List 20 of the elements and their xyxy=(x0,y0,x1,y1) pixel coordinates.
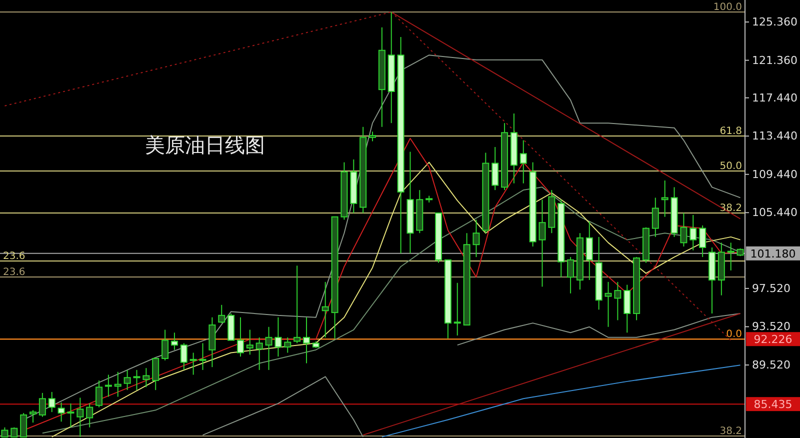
ref-line-label: 92.226 xyxy=(754,333,792,346)
y-tick-label: 125.360 xyxy=(752,16,798,29)
y-tick-label: 121.360 xyxy=(752,54,798,67)
y-tick-label: 113.440 xyxy=(752,130,798,143)
annotation: 50.0 xyxy=(720,161,742,172)
annotation: 100.0 xyxy=(713,2,742,13)
y-tick-label: 105.440 xyxy=(752,206,798,220)
y-tick-label: 97.520 xyxy=(752,282,790,295)
y-tick-label: 117.440 xyxy=(752,91,798,104)
y-tick-label: 93.520 xyxy=(752,320,790,334)
y-tick-label: 109.440 xyxy=(752,168,798,181)
text: 美原油日线图 xyxy=(145,133,265,157)
ref-line-label: 85.435 xyxy=(754,398,792,412)
annotation: 0.0 xyxy=(726,329,742,340)
annotation: 38.2 xyxy=(720,426,742,437)
ref-line-label: 101.180 xyxy=(750,247,796,260)
annotation: 61.8 xyxy=(720,126,742,137)
y-tick-label: 89.520 xyxy=(752,358,790,372)
annotation: 23.6 xyxy=(3,250,26,262)
annotation: 23.6 xyxy=(3,267,26,278)
